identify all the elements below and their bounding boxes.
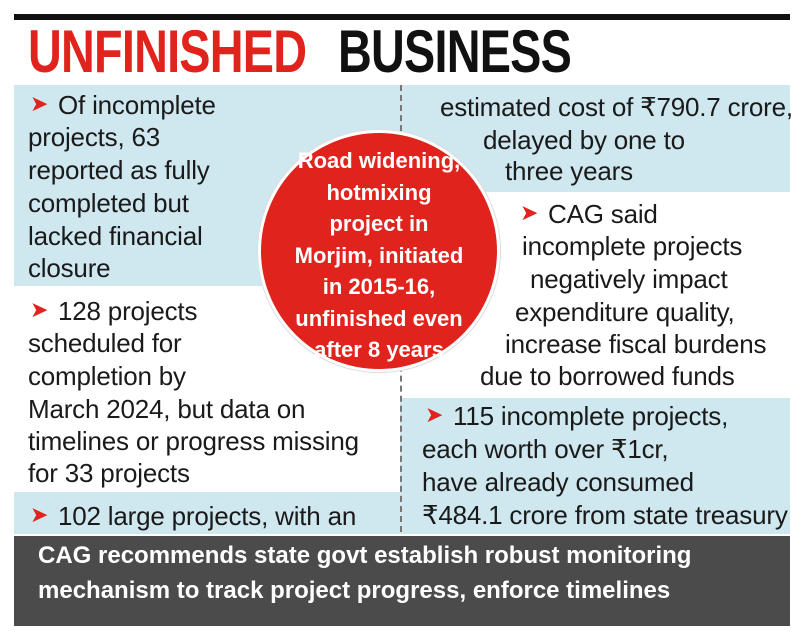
bullet-arrow: ➤	[30, 92, 49, 117]
item-line: delayed by one to	[483, 125, 685, 155]
item-line: scheduled for	[28, 328, 182, 358]
callout-line: Road widening,	[297, 148, 461, 173]
item-line: 128 projects	[58, 296, 198, 326]
item-line: incomplete projects	[522, 231, 743, 261]
item-line: projects, 63	[28, 122, 161, 152]
item-line: increase fiscal burdens	[505, 329, 767, 359]
callout-line: in 2015-16,	[322, 274, 436, 299]
item-line: 102 large projects, with an	[58, 501, 357, 531]
bullet-arrow: ➤	[30, 298, 49, 323]
title-part2: BUSINESS	[338, 18, 572, 85]
band	[400, 398, 790, 534]
callout-line: hotmixing	[326, 179, 432, 205]
item-line: expenditure quality,	[515, 297, 735, 327]
item-line: Of incomplete	[58, 90, 216, 120]
item-line: negatively impact	[530, 264, 728, 294]
band	[14, 492, 400, 534]
footer-bar	[14, 536, 790, 626]
top-rule	[14, 14, 790, 20]
item-line: for 33 projects	[28, 458, 190, 488]
item-line: three years	[505, 156, 633, 186]
bullet-arrow: ➤	[520, 201, 539, 226]
item-line: March 2024, but data on	[28, 394, 306, 424]
item-line: estimated cost of ₹790.7 crore,	[440, 92, 793, 122]
title-part1: UNFINISHED	[28, 18, 307, 85]
footer-line: mechanism to track project progress, enf…	[38, 577, 671, 604]
item-line: completion by	[28, 361, 186, 391]
footer-line: CAG recommends state govt establish robu…	[38, 542, 692, 569]
item-line: CAG said	[548, 199, 658, 229]
item-line: have already consumed	[422, 467, 694, 497]
item-line: timelines or progress missing	[28, 426, 359, 456]
item-line: lacked financial	[28, 221, 203, 251]
bullet-arrow: ➤	[425, 403, 444, 428]
bullet-arrow: ➤	[30, 503, 49, 528]
item-line: closure	[28, 253, 111, 283]
callout-line: project in	[329, 211, 429, 236]
callout-line: Morjim, initiated	[294, 242, 464, 268]
callout-line: unfinished even	[295, 305, 463, 331]
item-line: 115 incomplete projects,	[453, 401, 729, 431]
item-line: due to borrowed funds	[480, 361, 735, 391]
item-line: ₹484.1 crore from state treasury	[422, 500, 788, 530]
item-line: reported as fully	[28, 155, 210, 185]
callout-circle	[258, 130, 500, 372]
item-line: each worth over ₹1cr,	[422, 434, 669, 464]
callout-line: after 8 years	[314, 337, 444, 362]
item-line: completed but	[28, 188, 189, 218]
